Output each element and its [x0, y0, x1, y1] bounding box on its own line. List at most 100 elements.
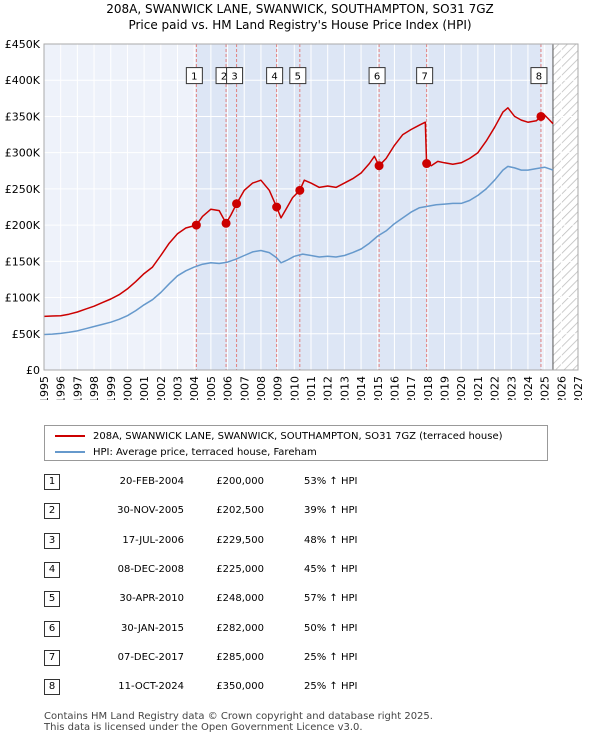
x-tick-label: 2016 — [388, 376, 401, 400]
y-tick-label: £350K — [5, 110, 41, 123]
y-tick-label: £150K — [5, 255, 41, 268]
sale-number: 2 — [44, 503, 60, 520]
sales-table-row: 1 20-FEB-2004 £200,000 53% ↑ HPI — [44, 474, 564, 492]
sales-table-row: 8 11-OCT-2024 £350,000 25% ↑ HPI — [44, 679, 564, 697]
sales-table-row: 4 08-DEC-2008 £225,000 45% ↑ HPI — [44, 561, 564, 580]
sale-price: £248,000 — [216, 593, 264, 605]
y-tick-label: £400K — [5, 74, 41, 87]
sale-number: 7 — [44, 649, 60, 666]
sale-number: 3 — [44, 532, 60, 549]
legend-swatch-property — [55, 435, 85, 437]
sale-price: £229,500 — [216, 534, 264, 546]
x-tick-label: 2022 — [489, 376, 502, 400]
sale-hpi-change: 39% ↑ HPI — [304, 505, 358, 517]
sale-marker — [536, 111, 546, 121]
sale-date: 07-DEC-2017 — [117, 651, 184, 663]
chart-title: 208A, SWANWICK LANE, SWANWICK, SOUTHAMPT… — [106, 2, 494, 16]
sales-table-row: 5 30-APR-2010 £248,000 57% ↑ HPI — [44, 591, 564, 609]
sale-price: £282,000 — [216, 622, 264, 634]
sale-number-box — [416, 67, 434, 85]
sale-date: 11-OCT-2024 — [118, 681, 184, 693]
sale-marker — [232, 199, 242, 209]
sale-number-box — [530, 67, 548, 85]
sale-number-box — [289, 67, 307, 85]
sale-marker — [272, 202, 282, 212]
sale-number-label: 2 — [221, 72, 227, 83]
x-tick-label: 2006 — [222, 376, 235, 400]
sale-marker — [422, 159, 432, 169]
footer-line-1: Contains HM Land Registry data © Crown c… — [44, 711, 433, 722]
legend-item-hpi: HPI: Average price, terraced house, Fare… — [55, 445, 317, 459]
x-tick-label: 2007 — [238, 376, 251, 400]
sale-hpi-change: 45% ↑ HPI — [304, 563, 358, 575]
price-chart: £0 £50K £100K £150K £200K £250K £300K £350K £400… — [5, 38, 585, 400]
sale-hpi-change: 25% ↑ HPI — [304, 651, 358, 663]
x-tick-label: 2003 — [172, 376, 185, 400]
sale-hpi-change: 50% ↑ HPI — [304, 622, 358, 634]
sale-number-label: 7 — [421, 72, 427, 83]
ownership-shade — [196, 44, 541, 370]
legend-item-property: 208A, SWANWICK LANE, SWANWICK, SOUTHAMPT… — [55, 429, 503, 443]
x-tick-label: 2013 — [338, 376, 351, 400]
legend: 208A, SWANWICK LANE, SWANWICK, SOUTHAMPT… — [44, 425, 548, 461]
property-price-line — [43, 107, 554, 318]
x-tick-label: 2008 — [255, 376, 268, 400]
sale-price: £285,000 — [216, 651, 264, 663]
sale-date: 20-FEB-2004 — [119, 476, 184, 487]
sale-price: £200,000 — [216, 476, 264, 487]
x-tick-label: 2014 — [355, 376, 368, 400]
sale-price: £202,500 — [216, 505, 264, 517]
sale-date: 30-NOV-2005 — [117, 505, 184, 517]
sales-table-row: 6 30-JAN-2015 £282,000 50% ↑ HPI — [44, 620, 564, 639]
sale-marker — [295, 185, 305, 195]
chart-subtitle: Price paid vs. HM Land Registry's House … — [128, 18, 472, 32]
sale-number-label: 1 — [191, 72, 197, 83]
sale-hpi-change: 25% ↑ HPI — [304, 681, 358, 693]
footer: Contains HM Land Registry data © Crown c… — [44, 711, 433, 733]
chart-title-block: 208A, SWANWICK LANE, SWANWICK, SOUTHAMPT… — [0, 1, 600, 33]
x-tick-label: 2001 — [138, 376, 151, 400]
sale-number-box — [226, 67, 244, 85]
y-tick-label: £300K — [5, 147, 41, 160]
sale-marker — [191, 220, 201, 230]
x-tick-label: 2012 — [322, 376, 335, 400]
x-tick-label: 2002 — [155, 376, 168, 400]
sale-number-label: 5 — [295, 72, 301, 83]
x-tick-label: 2009 — [272, 376, 285, 400]
x-tick-label: 1999 — [105, 376, 118, 400]
x-tick-label: 2026 — [555, 376, 568, 400]
x-tick-label: 1995 — [38, 376, 51, 400]
x-tick-label: 2023 — [505, 376, 518, 400]
sale-hpi-change: 57% ↑ HPI — [304, 593, 358, 605]
sale-hpi-change: 48% ↑ HPI — [304, 534, 358, 546]
forecast-hatch — [552, 44, 578, 370]
x-tick-label: 2017 — [405, 376, 418, 400]
x-tick-label: 2020 — [455, 376, 468, 400]
sale-marker — [374, 161, 384, 171]
x-tick-label: 2011 — [305, 376, 318, 400]
sale-hpi-change: 53% ↑ HPI — [304, 476, 358, 487]
x-tick-label: 2015 — [372, 376, 385, 400]
sale-number-box — [266, 67, 284, 85]
y-tick-label: £200K — [5, 219, 41, 232]
sale-date: 17-JUL-2006 — [122, 534, 184, 546]
sale-date: 30-JAN-2015 — [120, 622, 184, 634]
x-tick-label: 2024 — [522, 376, 535, 400]
sale-number: 4 — [44, 561, 60, 578]
x-tick-label: 2000 — [121, 376, 134, 400]
legend-label-hpi: HPI: Average price, terraced house, Fare… — [93, 446, 317, 458]
y-tick-label: £0 — [26, 364, 40, 377]
x-tick-label: 2025 — [539, 376, 552, 400]
sale-number: 5 — [44, 591, 60, 608]
y-tick-label: £250K — [5, 183, 41, 196]
sale-number-box — [185, 67, 203, 85]
sales-table-row: 2 30-NOV-2005 £202,500 39% ↑ HPI — [44, 503, 564, 521]
x-tick-label: 1997 — [71, 376, 84, 400]
x-tick-label: 2004 — [188, 376, 201, 400]
x-tick-label: 2019 — [439, 376, 452, 400]
y-tick-label: £100K — [5, 292, 41, 305]
sale-price: £350,000 — [216, 681, 264, 693]
sale-date: 30-APR-2010 — [119, 593, 184, 605]
sale-marker — [221, 218, 231, 228]
footer-line-2: This data is licensed under the Open Gov… — [44, 722, 363, 733]
